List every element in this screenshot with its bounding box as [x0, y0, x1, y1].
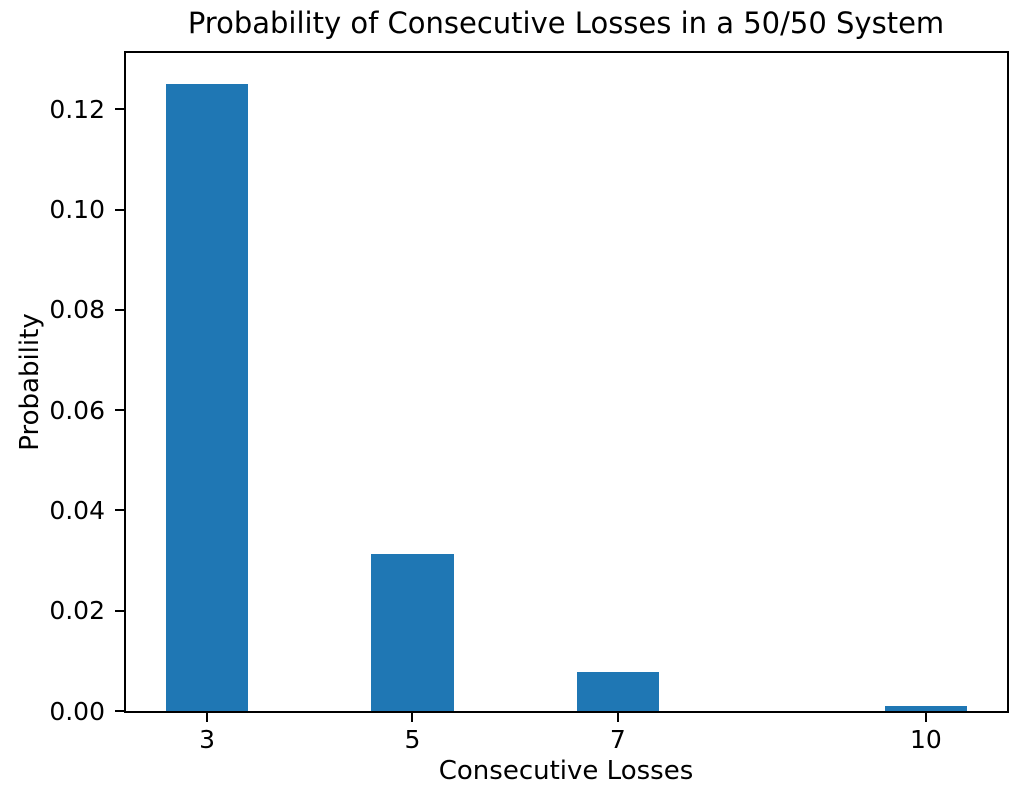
x-tick-label: 3	[199, 725, 216, 754]
x-tick-label: 5	[404, 725, 421, 754]
y-tick-mark	[115, 710, 124, 712]
x-tick-mark	[411, 713, 414, 722]
y-tick-label: 0.06	[49, 395, 105, 425]
plot-area: 0.00 0.02 0.04 0.06 0.08 0.10 0.12 3 5 7 10	[49, 51, 1009, 754]
left-spine	[124, 51, 126, 713]
y-tick-mark	[115, 308, 124, 311]
bar-3	[166, 84, 249, 711]
y-tick-mark	[115, 108, 124, 111]
y-tick-mark	[115, 208, 124, 211]
x-tick-label: 10	[909, 725, 942, 754]
bar-5	[371, 554, 454, 711]
bar-7	[576, 671, 659, 711]
x-tick-mark	[616, 713, 619, 722]
y-tick-label: 0.00	[49, 696, 105, 726]
y-tick-label: 0.04	[49, 495, 105, 525]
x-axis-label: Consecutive Losses	[438, 756, 694, 786]
x-tick-mark	[206, 713, 209, 722]
y-tick-mark	[115, 509, 124, 512]
y-tick-label: 0.08	[49, 295, 105, 325]
bar-10	[884, 706, 967, 711]
x-tick-label: 7	[609, 725, 626, 754]
y-axis-label: Probability	[15, 313, 45, 451]
top-spine	[124, 51, 1009, 53]
x-tick-mark	[924, 713, 927, 722]
chart-title: Probability of Consecutive Losses in a 5…	[187, 6, 945, 40]
y-tick-label: 0.02	[49, 596, 105, 626]
y-tick-label: 0.12	[49, 94, 105, 124]
right-spine	[1007, 51, 1009, 713]
y-tick-label: 0.10	[49, 195, 105, 225]
y-tick-mark	[115, 609, 124, 612]
y-tick-mark	[115, 409, 124, 412]
bottom-spine	[124, 711, 1009, 713]
